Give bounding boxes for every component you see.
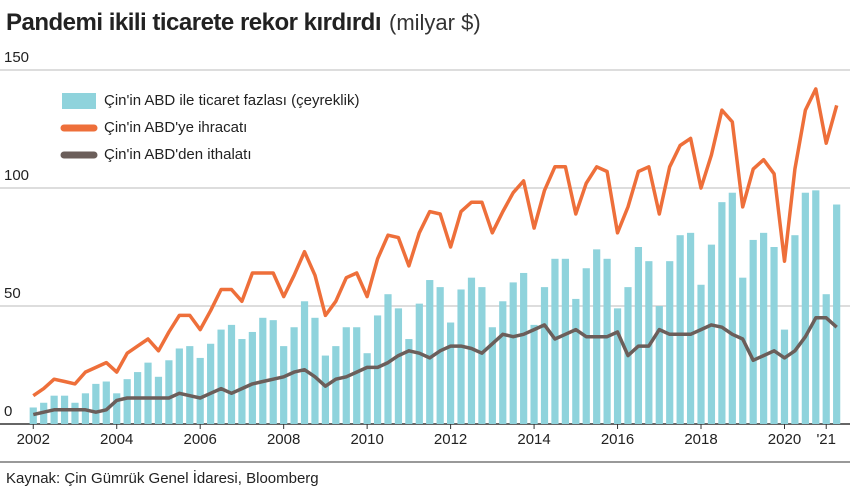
legend-label: Çin'in ABD ile ticaret fazlası (çeyrekli… bbox=[104, 92, 359, 109]
bar bbox=[311, 317, 319, 424]
y-tick-label: 50 bbox=[4, 285, 21, 302]
line bbox=[32, 316, 838, 417]
x-tick-label: 2016 bbox=[601, 431, 634, 448]
bar bbox=[812, 190, 820, 424]
bar bbox=[603, 258, 611, 424]
bar bbox=[332, 346, 340, 424]
bar bbox=[373, 315, 382, 424]
x-tick-label: 2018 bbox=[684, 431, 717, 448]
bar bbox=[520, 272, 528, 424]
title: Pandemi ikili ticarete rekor kırdırdı bbox=[6, 9, 381, 36]
x-tick-label: 2010 bbox=[350, 431, 383, 448]
bar bbox=[290, 327, 298, 424]
bar bbox=[801, 192, 809, 424]
bar bbox=[269, 320, 277, 424]
bar bbox=[551, 258, 559, 424]
bar bbox=[718, 202, 726, 424]
y-tick-label: 150 bbox=[4, 49, 29, 66]
legend-swatch bbox=[62, 93, 96, 109]
bar bbox=[321, 355, 330, 424]
bar bbox=[728, 192, 736, 424]
bar bbox=[436, 287, 444, 424]
bar bbox=[113, 393, 121, 424]
x-tick-label: 2004 bbox=[100, 431, 133, 448]
line bbox=[32, 87, 839, 398]
bar bbox=[488, 327, 496, 424]
bar bbox=[822, 294, 830, 424]
bar bbox=[791, 235, 799, 424]
bar bbox=[29, 407, 37, 424]
bar bbox=[426, 280, 434, 424]
bar bbox=[770, 247, 778, 424]
bar bbox=[561, 258, 569, 424]
source: Kaynak: Çin Gümrük Genel İdaresi, Bloomb… bbox=[6, 469, 319, 487]
bar bbox=[123, 379, 131, 424]
bar bbox=[645, 261, 653, 424]
legend-label: Çin'in ABD'den ithalatı bbox=[104, 146, 251, 163]
bar bbox=[467, 277, 476, 424]
bar bbox=[760, 232, 768, 424]
x-tick-label: 2012 bbox=[434, 431, 467, 448]
x-tick-label: 2014 bbox=[517, 431, 550, 448]
bar bbox=[572, 298, 580, 424]
bar bbox=[666, 261, 674, 424]
y-tick-label: 0 bbox=[4, 403, 12, 420]
bar bbox=[613, 308, 622, 424]
bar bbox=[749, 239, 757, 424]
bar bbox=[280, 346, 288, 424]
bar bbox=[457, 289, 465, 424]
bar bbox=[165, 360, 173, 424]
bar bbox=[175, 348, 183, 424]
x-tick-label: 2006 bbox=[184, 431, 217, 448]
x-tick-label: '21 bbox=[816, 431, 836, 448]
bar bbox=[196, 357, 204, 424]
bar bbox=[144, 362, 152, 424]
bar bbox=[499, 301, 507, 424]
bar bbox=[833, 204, 841, 424]
x-tick-label: 2008 bbox=[267, 431, 300, 448]
subtitle: (milyar $) bbox=[389, 10, 481, 35]
x-tick-label: 2020 bbox=[768, 431, 801, 448]
bar bbox=[707, 244, 716, 424]
legend-label: Çin'in ABD'ye ihracatı bbox=[104, 119, 247, 136]
bar bbox=[248, 331, 256, 424]
chart-title: Pandemi ikili ticarete rekor kırdırdı (mi… bbox=[6, 9, 481, 36]
bar bbox=[102, 381, 110, 424]
bar bbox=[780, 329, 789, 424]
bar bbox=[686, 232, 695, 424]
bar bbox=[259, 317, 267, 424]
bar bbox=[634, 247, 643, 424]
x-tick-label: 2002 bbox=[17, 431, 50, 448]
bar bbox=[405, 339, 413, 424]
bar bbox=[154, 376, 163, 424]
bar bbox=[238, 339, 246, 424]
bar bbox=[509, 282, 517, 424]
bar bbox=[415, 303, 423, 424]
bar bbox=[447, 322, 455, 424]
bar bbox=[540, 287, 549, 424]
bar bbox=[300, 301, 309, 424]
bar bbox=[92, 383, 100, 424]
bar bbox=[530, 324, 538, 424]
bar bbox=[207, 343, 215, 424]
bar bbox=[655, 306, 663, 424]
bar bbox=[363, 353, 371, 424]
bar bbox=[186, 346, 194, 424]
bar bbox=[478, 287, 486, 424]
bar bbox=[697, 284, 705, 424]
bar bbox=[71, 402, 79, 424]
bar bbox=[582, 268, 590, 424]
bar bbox=[227, 324, 236, 424]
bar bbox=[384, 294, 392, 424]
bar bbox=[394, 308, 403, 424]
bar bbox=[217, 329, 225, 424]
bar bbox=[353, 327, 361, 424]
bar bbox=[676, 235, 684, 424]
bar bbox=[739, 277, 747, 424]
y-tick-label: 100 bbox=[4, 167, 29, 184]
